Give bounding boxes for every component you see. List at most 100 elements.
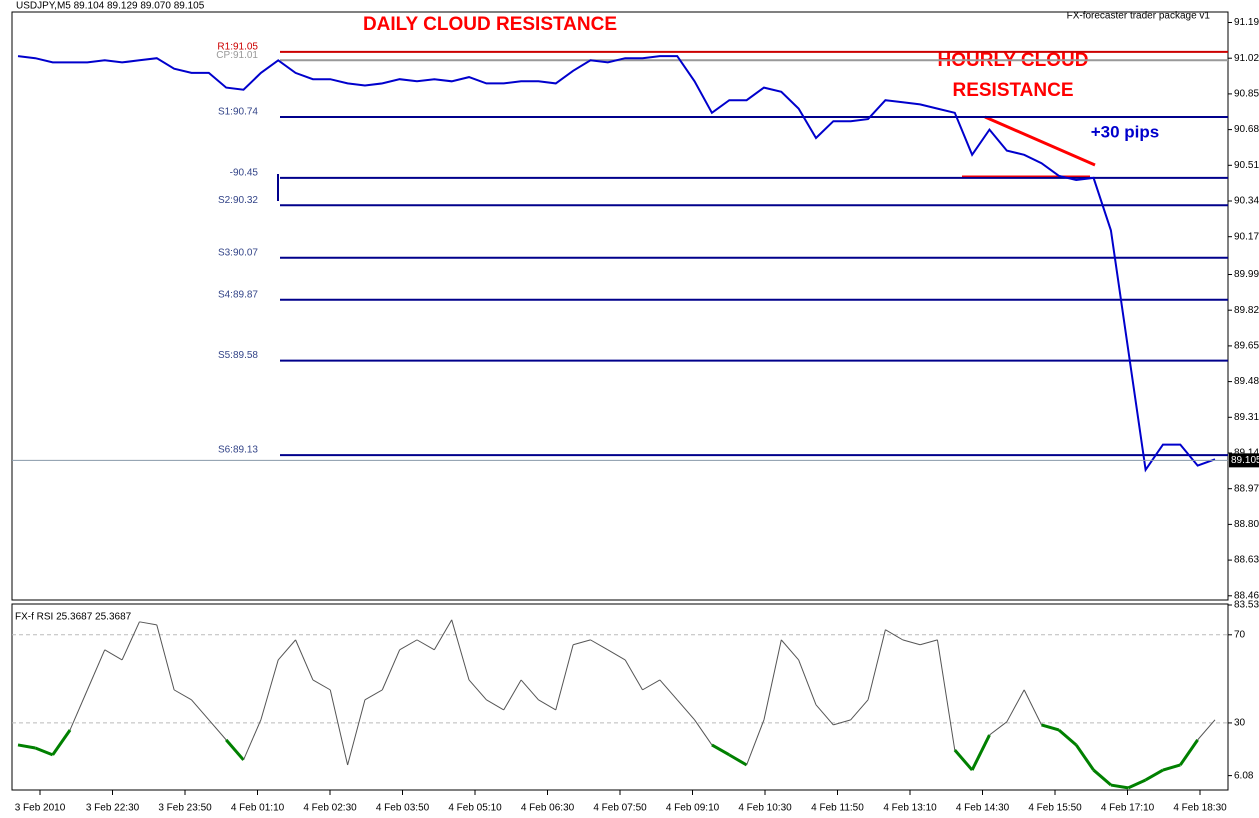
y-tick-label: 83.53 (1234, 600, 1259, 611)
level-label: S1:90.74 (218, 107, 258, 118)
rsi-segment (798, 659, 817, 706)
rsi-segment (624, 659, 643, 691)
rsi-segment (329, 689, 349, 766)
header: USDJPY,M5 89.104 89.129 89.070 89.105 (16, 1, 205, 12)
x-tick-label: 4 Feb 02:30 (303, 803, 357, 814)
x-tick-label: 4 Feb 17:10 (1101, 803, 1155, 814)
level-label: R1:91.05 (217, 42, 258, 53)
rsi-segment (260, 659, 279, 720)
x-tick-label: 4 Feb 14:30 (956, 803, 1010, 814)
rsi-segment (191, 699, 210, 721)
y-tick-label: 88.46 (1234, 590, 1259, 601)
x-tick-label: 4 Feb 03:50 (376, 803, 430, 814)
rsi-segment (69, 689, 88, 731)
rsi-segment (538, 699, 557, 711)
annotation: DAILY CLOUD RESISTANCE (363, 14, 617, 35)
rsi-segment (364, 689, 383, 701)
rsi-segment (86, 649, 106, 691)
x-tick-label: 4 Feb 01:10 (231, 803, 285, 814)
annotation: +30 pips (1091, 122, 1160, 141)
rsi-segment (503, 679, 522, 711)
rsi-segment (51, 729, 72, 756)
rsi-segment (919, 639, 938, 646)
y-tick-label: 70 (1234, 629, 1246, 640)
y-tick-label: 88.80 (1234, 519, 1259, 530)
rsi-segment (277, 639, 296, 661)
x-tick-label: 3 Feb 2010 (15, 803, 66, 814)
rsi-segment (1144, 768, 1164, 782)
x-tick-label: 4 Feb 09:10 (666, 803, 720, 814)
rsi-segment (989, 721, 1008, 736)
x-tick-label: 4 Feb 07:50 (593, 803, 647, 814)
price-panel (11, 11, 1229, 601)
rsi-segment (970, 734, 991, 771)
rsi-segment (659, 679, 678, 701)
x-tick-label: 4 Feb 11:50 (811, 803, 864, 814)
level-label: S2:90.32 (218, 195, 258, 206)
rsi-segment (1092, 768, 1112, 787)
rsi-segment (173, 689, 192, 701)
header-right: FX-forecaster trader package v1 (1067, 11, 1211, 22)
price-box (1229, 453, 1259, 468)
rsi-title: FX-f RSI 25.3687 25.3687 (15, 612, 132, 623)
x-tick-label: 3 Feb 22:30 (86, 803, 140, 814)
level-label: S3:90.07 (218, 247, 258, 258)
y-tick-label: 89.14 (1234, 448, 1259, 459)
y-tick-label: 89.99 (1234, 269, 1259, 280)
x-tick-label: 4 Feb 15:50 (1028, 803, 1082, 814)
rsi-segment (902, 639, 921, 646)
rsi-segment (1006, 689, 1025, 723)
rsi-segment (1041, 723, 1060, 732)
y-tick-label: 6.08 (1234, 770, 1254, 781)
rsi-segment (711, 743, 731, 757)
y-tick-label: 90.51 (1234, 160, 1259, 171)
rsi-segment (243, 719, 262, 761)
level-label: -90.45 (230, 168, 259, 179)
rsi-segment (156, 624, 175, 691)
rsi-segment (746, 719, 765, 766)
rsi-segment (555, 644, 574, 711)
x-tick-label: 4 Feb 10:30 (738, 803, 792, 814)
rsi-segment (780, 639, 800, 661)
rsi-segment (520, 679, 539, 701)
rsi-segment (1057, 728, 1078, 747)
level-label: S4:89.87 (218, 289, 258, 300)
y-tick-label: 90.34 (1234, 196, 1259, 207)
y-tick-label: 88.63 (1234, 555, 1259, 566)
rsi-segment (1127, 778, 1147, 790)
rsi-segment (486, 699, 504, 711)
y-tick-label: 89.31 (1234, 412, 1259, 423)
x-tick-label: 4 Feb 05:10 (448, 803, 502, 814)
y-tick-label: 89.48 (1234, 376, 1259, 387)
rsi-segment (885, 629, 903, 641)
rsi-segment (953, 749, 974, 772)
x-tick-label: 4 Feb 06:30 (521, 803, 575, 814)
rsi-segment (694, 719, 713, 746)
rsi-segment (1179, 739, 1199, 766)
rsi-segment (416, 639, 435, 651)
rsi-segment (139, 621, 157, 626)
rsi-segment (104, 649, 123, 661)
rsi-segment (208, 719, 227, 741)
trend-line (984, 115, 1096, 167)
rsi-segment (225, 738, 245, 761)
y-tick-label: 89.65 (1234, 341, 1259, 352)
rsi-segment (1162, 763, 1181, 772)
x-tick-label: 4 Feb 13:10 (883, 803, 937, 814)
rsi-segment (1197, 719, 1216, 741)
x-tick-label: 3 Feb 23:50 (158, 803, 212, 814)
y-tick-label: 89.82 (1234, 305, 1259, 316)
y-tick-label: 91.19 (1234, 17, 1259, 28)
rsi-segment (936, 639, 956, 751)
rsi-segment (1110, 783, 1129, 790)
annotation: RESISTANCE (952, 80, 1073, 101)
level-label: CP:91.01 (216, 50, 258, 61)
rsi-segment (1023, 689, 1042, 726)
rsi-segment (642, 679, 661, 691)
rsi-segment (763, 639, 782, 720)
rsi-segment (815, 704, 834, 726)
rsi-segment (121, 621, 140, 661)
rsi-segment (381, 649, 401, 691)
